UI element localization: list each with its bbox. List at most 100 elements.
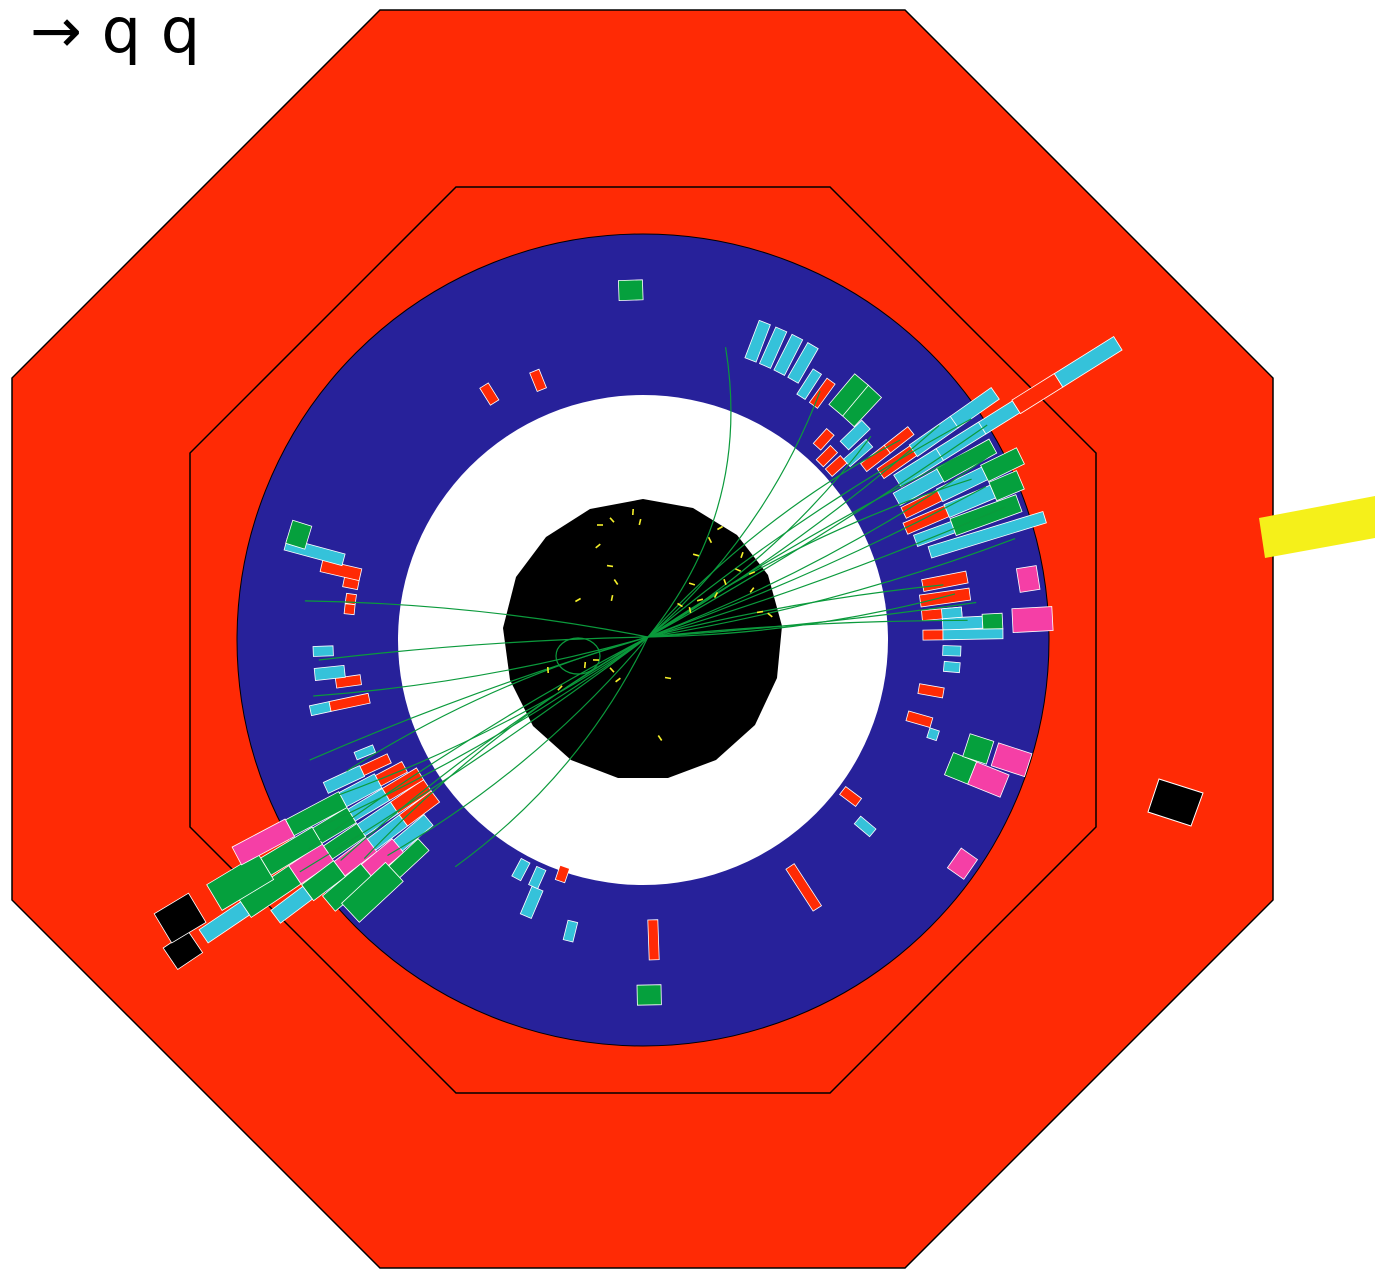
track [304,600,649,638]
track [647,538,1016,638]
hit [606,564,614,568]
track [647,435,872,638]
energy-deposit [313,664,346,681]
energy-deposit [308,701,332,717]
energy-deposit [519,885,544,920]
calorimeter-deposits [153,279,1123,1006]
energy-deposit [839,785,863,808]
hit [734,568,742,572]
energy-deposit [647,919,660,961]
hit [707,536,713,544]
hit [696,598,704,602]
energy-deposit [511,857,531,882]
hit [740,551,744,559]
energy-deposit [946,847,979,880]
energy-deposit [479,382,500,406]
track [647,478,972,638]
energy-deposit [942,628,1004,641]
track [647,453,993,638]
energy-deposit [940,606,963,620]
hit [575,597,581,603]
energy-deposit [341,861,404,923]
hit [748,571,756,575]
hit [657,735,663,741]
track [647,619,968,638]
energy-deposit [153,892,207,944]
energy-deposit [942,660,961,674]
hit [723,578,727,586]
energy-deposit [206,853,275,911]
track [318,636,649,661]
energy-deposit [815,444,839,468]
energy-deposit [529,368,548,393]
energy-deposit [343,603,356,616]
energy-deposit [312,645,334,657]
tracker-hits [547,508,773,741]
energy-deposit [321,863,375,912]
energy-deposit [853,815,877,838]
track [387,636,649,857]
energy-deposit [744,319,771,363]
energy-deposit [1015,565,1041,593]
hit [713,592,719,598]
beam-marker [1259,496,1375,558]
hit [756,610,764,614]
energy-deposit [528,865,547,890]
hit [583,661,587,669]
track [309,636,649,761]
hit [664,676,672,680]
energy-deposit [231,818,296,866]
energy-deposit [926,727,940,742]
energy-deposit [562,919,579,943]
energy-deposit [353,744,377,761]
energy-deposit [344,592,357,606]
hit [610,594,614,602]
energy-deposit [796,368,823,401]
energy-deposit [636,984,662,1006]
hit [615,677,621,683]
track [647,424,988,638]
energy-deposit [1011,606,1054,634]
track [454,636,649,868]
energy-deposit [918,587,972,608]
energy-deposit [828,373,869,417]
track [647,347,732,638]
energy-deposit [285,519,313,550]
energy-deposit [980,447,1025,483]
hit [688,582,696,586]
energy-deposit [962,733,995,765]
energy-deposit [942,645,962,657]
track [308,636,649,850]
hit [717,525,723,531]
energy-deposit [927,511,1047,559]
energy-deposit [839,419,871,451]
hit [609,667,615,673]
energy-deposit [758,326,788,369]
hit [557,685,563,691]
hit [688,606,692,614]
energy-deposit [787,342,819,384]
track [647,584,944,638]
hit [677,602,683,608]
energy-deposit [967,761,1010,798]
energy-deposit [322,765,366,794]
track [647,418,972,638]
energy-deposit [824,455,848,477]
energy-deposit [198,901,251,944]
track [647,439,901,638]
track [647,506,1006,638]
energy-deposit [812,428,835,451]
energy-deposit [785,863,823,912]
energy-deposit [917,683,945,699]
hit [595,543,601,549]
hit [749,587,755,593]
energy-deposit [990,742,1033,778]
hit [767,612,773,618]
track [647,485,987,638]
energy-deposit [301,860,347,902]
energy-deposit [1053,335,1123,388]
energy-deposit [988,470,1025,502]
title: → q q [30,0,201,67]
energy-deposit [949,387,1000,429]
